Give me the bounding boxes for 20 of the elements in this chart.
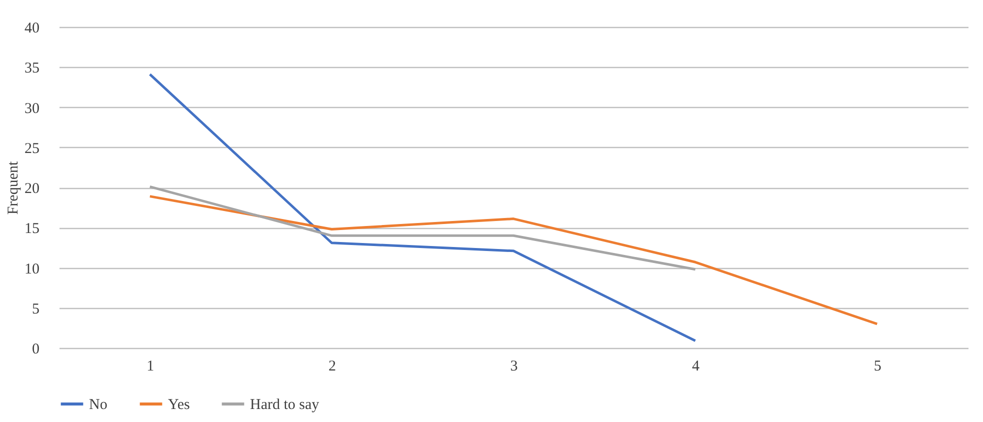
line-series [148, 195, 878, 326]
y-tick-label: 10 [24, 261, 40, 278]
x-tick-label: 2 [328, 358, 336, 374]
x-tick-label: 5 [874, 358, 882, 374]
y-tick-label: 20 [24, 181, 40, 197]
legend-label: Yes [168, 397, 190, 413]
y-tick-label: 35 [24, 60, 40, 77]
x-tick-label: 4 [692, 358, 700, 374]
y-tick-label: 5 [32, 301, 40, 318]
x-tick-label: 3 [510, 358, 518, 374]
legend-label: No [89, 397, 108, 413]
y-tick-label: 40 [24, 20, 40, 36]
y-tick-label: 15 [24, 221, 40, 238]
y-axis-title: Frequent [6, 160, 22, 215]
line-series [148, 73, 697, 342]
y-tick-label: 25 [24, 140, 40, 157]
y-tick-label: 30 [24, 100, 40, 117]
legend-label: Hard to say [250, 397, 320, 413]
x-tick-label: 1 [146, 358, 154, 374]
y-tick-label: 0 [32, 342, 40, 358]
